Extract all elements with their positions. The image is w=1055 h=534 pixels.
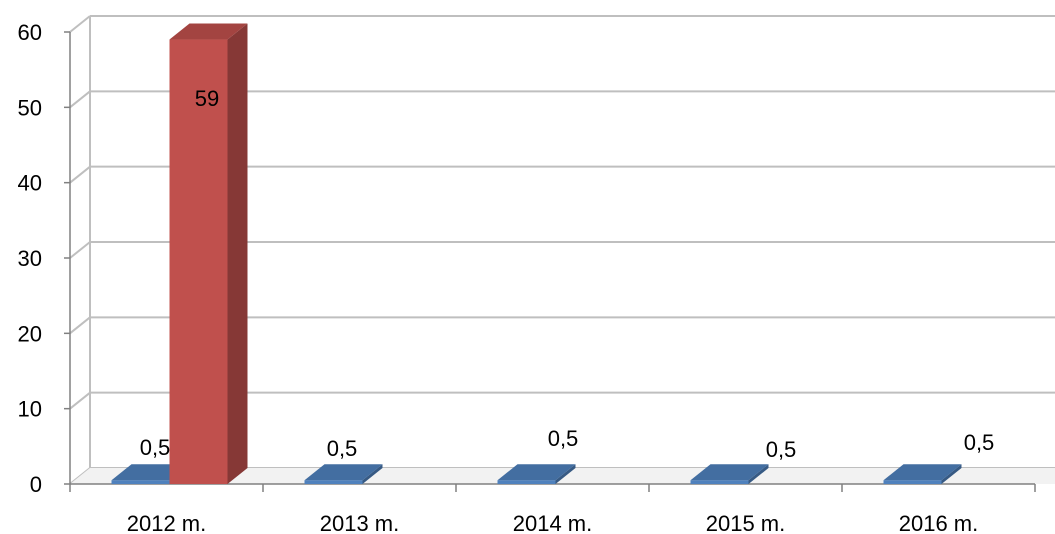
x-tick-label: 2016 m. <box>899 511 979 534</box>
data-label: 0,5 <box>548 426 579 451</box>
data-label: 59 <box>195 86 219 111</box>
bar-side <box>748 464 769 484</box>
bar-front <box>497 480 556 484</box>
bar-side <box>362 464 383 484</box>
x-tick-label: 2013 m. <box>320 511 400 534</box>
y-tick-label: 50 <box>18 95 42 120</box>
gridline-side <box>69 90 91 109</box>
gridline-side <box>69 241 91 259</box>
y-tick-labels: 0 10 20 30 40 50 60 <box>18 20 42 497</box>
bars <box>111 23 962 485</box>
bar-top <box>169 23 248 40</box>
bar-top <box>304 464 383 481</box>
y-tick-label: 10 <box>18 397 42 422</box>
gridline-side <box>69 165 91 184</box>
bar-front <box>169 39 228 485</box>
data-label: 0,5 <box>964 430 995 455</box>
bar-front <box>111 480 170 484</box>
data-label: 0,5 <box>766 437 797 462</box>
bar-front <box>690 480 749 484</box>
y-tick-label: 20 <box>18 321 42 346</box>
y-tick-label: 60 <box>18 20 42 45</box>
x-tick-label: 2014 m. <box>513 511 593 534</box>
gridline-side <box>69 391 91 410</box>
bar-side <box>941 464 962 484</box>
bar-top <box>883 464 962 481</box>
category-labels: 2012 m. 2013 m. 2014 m. 2015 m. 2016 m. <box>127 511 979 534</box>
data-labels: 0,5 0,5 0,5 0,5 0,5 59 <box>140 86 995 462</box>
bar-top <box>690 464 769 481</box>
gridline-side <box>69 316 91 335</box>
y-tick-label: 0 <box>30 472 42 497</box>
bar-front <box>883 480 942 484</box>
bar <box>497 464 576 484</box>
bar-front <box>304 480 363 484</box>
x-tick-label: 2012 m. <box>127 511 207 534</box>
bar <box>304 464 383 484</box>
bar <box>169 23 248 485</box>
gridline-side <box>69 15 91 33</box>
bar-side <box>227 23 248 485</box>
bar-side <box>555 464 576 484</box>
bar <box>690 464 769 484</box>
y-tick-label: 40 <box>18 171 42 196</box>
bar-top <box>497 464 576 481</box>
y-tick-label: 30 <box>18 246 42 271</box>
data-label: 0,5 <box>140 435 171 460</box>
x-tick-label: 2015 m. <box>706 511 786 534</box>
data-label: 0,5 <box>327 436 358 461</box>
bar <box>883 464 962 484</box>
